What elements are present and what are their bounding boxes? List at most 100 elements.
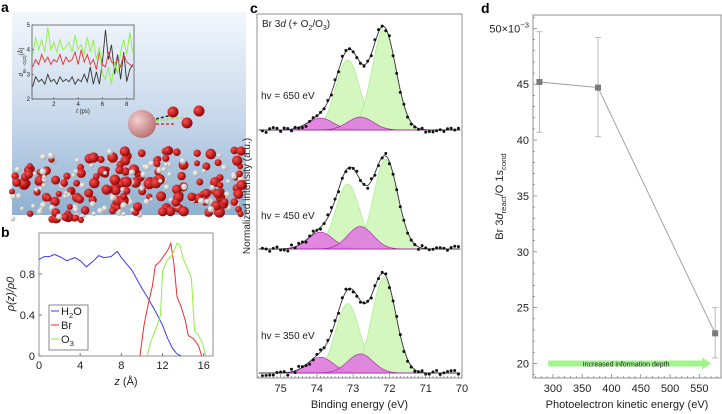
hydrogen-atom	[130, 208, 135, 212]
data-point	[358, 179, 362, 182]
data-point	[358, 61, 362, 65]
label-part: 3	[323, 25, 327, 32]
data-point	[304, 240, 308, 244]
data-point	[413, 369, 417, 373]
data-point	[398, 333, 402, 337]
oxygen-atom	[101, 184, 112, 195]
label-part: Br	[61, 320, 72, 332]
series-line-br	[139, 241, 203, 357]
label-part: −3	[520, 20, 529, 29]
x-tick-label: 4	[77, 360, 83, 372]
inset-distance-plot: 2 4 6 8 2 3 4 5 t (ps) dBr···O(O)(Å)	[18, 23, 135, 115]
y-tick-label: 25	[517, 303, 529, 315]
data-point	[268, 249, 272, 253]
oxygen-atom	[88, 152, 99, 163]
inset-frame	[31, 24, 135, 100]
data-point	[333, 319, 337, 323]
y-tick-label: 0	[29, 351, 35, 363]
x-tick-label: 8	[118, 360, 124, 372]
data-point	[417, 247, 420, 251]
data-point	[319, 348, 322, 352]
x-axis-label: Binding energy (eV)	[311, 399, 408, 411]
hydrogen-atom	[41, 182, 47, 188]
oxygen-atom	[237, 211, 244, 218]
hydrogen-atom	[10, 216, 16, 222]
magenta-fit-component	[258, 353, 461, 374]
inset-x-tick-label: 4	[76, 102, 80, 108]
label-part: /O 1	[494, 175, 506, 196]
x-tick-label: 73	[347, 383, 359, 395]
data-point	[326, 213, 330, 217]
inset-x-tick-label: 2	[52, 102, 56, 108]
data-point	[275, 245, 279, 249]
hydrogen-atom	[143, 198, 150, 205]
inset-y-axis-label: dBr···O(O)(Å)	[18, 47, 27, 76]
data-point	[431, 247, 435, 251]
data-point	[453, 244, 457, 248]
spectrum-2: hv = 450 eV	[258, 152, 461, 253]
oxygen-atom	[109, 207, 116, 215]
label-part: d	[280, 19, 286, 30]
data-point	[366, 186, 370, 190]
y-axis-label: ρ(z)/ρ0	[5, 276, 17, 312]
hydrogen-atom	[197, 197, 205, 205]
data-point	[308, 119, 312, 123]
data-point	[373, 173, 377, 177]
data-point	[315, 352, 319, 356]
data-point	[300, 240, 304, 244]
oxygen-atom	[12, 178, 21, 187]
data-point	[406, 231, 410, 235]
data-point	[595, 84, 602, 91]
oxygen-atom	[236, 179, 247, 191]
hydrogen-atom	[79, 182, 86, 189]
oxygen-atom	[232, 155, 243, 166]
data-point	[377, 28, 380, 32]
hydrogen-atom	[181, 183, 188, 191]
oxygen-atom	[92, 173, 100, 180]
oxygen-atom	[236, 170, 243, 178]
series-line-h2o	[38, 250, 182, 357]
oxygen-atom	[193, 149, 201, 157]
hydrogen-atom	[106, 148, 114, 155]
data-point	[351, 290, 355, 294]
hydrogen-atom	[179, 157, 187, 165]
x-tick-label: 400	[602, 383, 620, 395]
magenta-fit-component	[258, 226, 461, 250]
hydrogen-atom	[103, 170, 108, 175]
data-point	[297, 241, 301, 245]
data-point	[286, 373, 290, 377]
data-point	[446, 370, 449, 373]
data-point	[438, 128, 442, 132]
label-part: Br···O(O)	[22, 55, 27, 73]
data-point	[326, 99, 330, 102]
y-tick-label: 20	[517, 358, 529, 370]
data-point	[427, 372, 431, 376]
y-tick-label: 40	[517, 135, 529, 147]
data-point	[308, 362, 312, 366]
oxygen-atom	[11, 172, 19, 180]
hydrogen-atom	[89, 163, 94, 168]
oxygen-atom	[196, 178, 204, 186]
hydrogen-atom	[47, 152, 55, 160]
label-part: 50×10	[489, 23, 520, 35]
data-point	[344, 287, 348, 291]
x-tick-label: 72	[383, 383, 395, 395]
inset-y-tick-label: 3	[27, 72, 31, 78]
data-point	[373, 38, 377, 42]
distance-line-black	[155, 114, 173, 120]
oxygen-atom	[66, 203, 73, 210]
data-point	[311, 229, 315, 233]
label-part: )	[327, 19, 330, 30]
data-point	[282, 248, 286, 252]
hydrogen-atom	[91, 211, 97, 217]
oxygen-atom	[51, 175, 61, 185]
series-line-o3	[146, 242, 207, 357]
oxygen-atom	[178, 206, 189, 217]
oxygen-atom	[163, 146, 172, 155]
data-point	[260, 129, 264, 133]
hydrogen-atom	[40, 153, 47, 161]
data-point	[290, 243, 293, 247]
oxygen-atom	[73, 179, 80, 187]
label-part: Br 3	[262, 19, 281, 30]
data-point	[366, 59, 370, 63]
